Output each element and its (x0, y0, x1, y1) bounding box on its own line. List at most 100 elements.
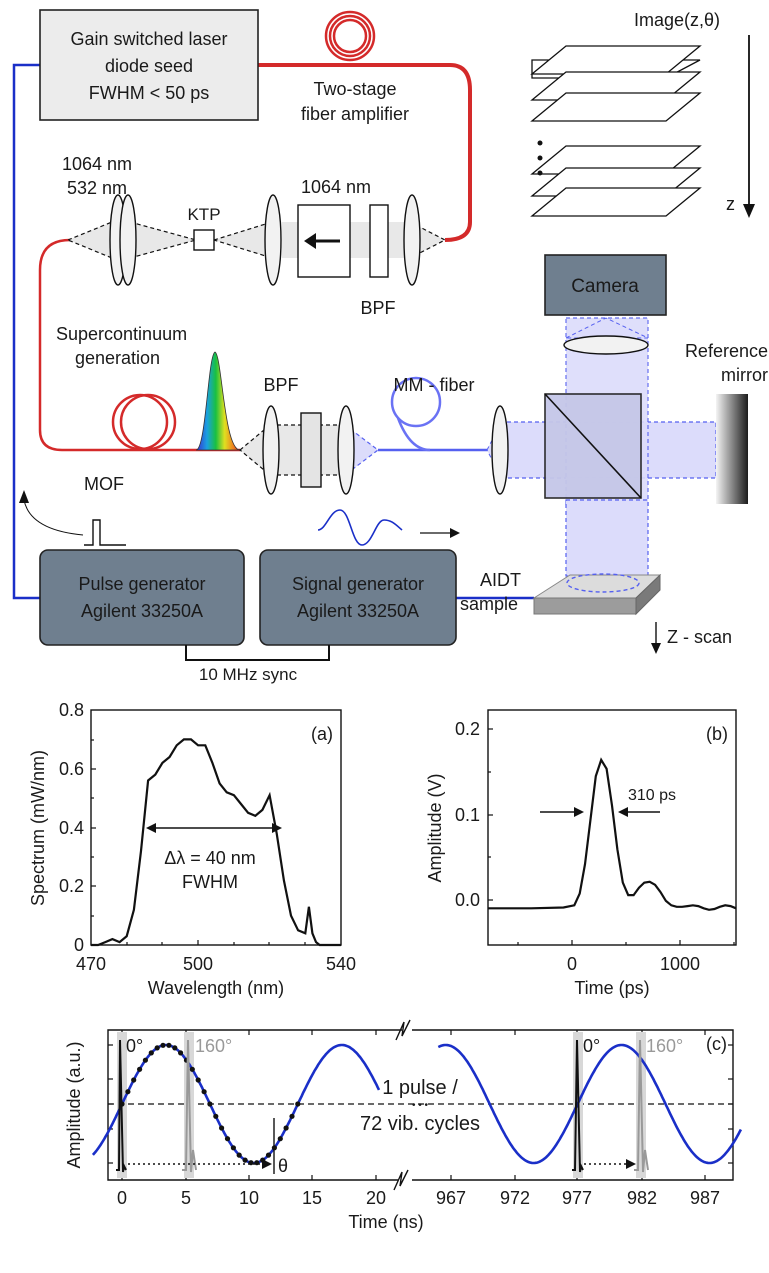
theta-label: θ (278, 1156, 288, 1176)
panel-a-xtick-0: 470 (76, 954, 106, 974)
laser-line-3: FWHM < 50 ps (89, 83, 210, 103)
z-axis-arrowhead (743, 204, 755, 218)
wl-left-2: 532 nm (67, 178, 127, 198)
panel-b-ytick-1: 0.1 (455, 805, 480, 825)
angle-label-0-right: 0° (583, 1036, 600, 1056)
c-xtick-0: 0 (117, 1188, 127, 1208)
amplifier-line-1: Two-stage (313, 79, 396, 99)
bpf-top-filter (369, 204, 389, 278)
seed-trigger-cable (12, 63, 40, 600)
c-xtick-8: 982 (627, 1188, 657, 1208)
sampling-dot (289, 1113, 295, 1119)
sampling-dot (219, 1125, 225, 1131)
isolator-arrowhead (304, 233, 316, 249)
sampling-dot (277, 1136, 283, 1142)
panel-b-ytick-2: 0.2 (455, 719, 480, 739)
amplifier-coil (324, 10, 376, 62)
panel-b-frame (487, 709, 737, 946)
reference-line-1: Reference (685, 341, 768, 361)
bpf-mid-lenses (262, 405, 355, 495)
axis-break-bottom (393, 1169, 409, 1191)
camera-label: Camera (571, 276, 639, 297)
sampling-dot (236, 1152, 242, 1158)
width-label: 310 ps (628, 787, 676, 804)
reference-mirror (716, 394, 748, 504)
c-xtick-6: 972 (500, 1188, 530, 1208)
fwhm-value: Δλ = 40 nm (164, 848, 256, 868)
panel-b-ytick-0: 0.0 (455, 890, 480, 910)
sampling-dot (189, 1066, 195, 1072)
ktp-label: KTP (187, 205, 220, 224)
pulse-trace-0-right (572, 1039, 584, 1173)
sampling-dot (195, 1077, 201, 1083)
c-xtick-5: 967 (436, 1188, 466, 1208)
sampling-dot (207, 1101, 213, 1107)
sine-wave-left (91, 1043, 381, 1165)
bpf-mid-label: BPF (263, 375, 298, 395)
shg-lenses (109, 194, 421, 286)
sampling-dot (265, 1152, 272, 1158)
trigger-arrow (23, 499, 84, 536)
sampling-dot (295, 1101, 301, 1107)
reference-line-2: mirror (721, 365, 768, 385)
sampling-dot (137, 1066, 143, 1072)
pulse-symbol (84, 519, 126, 546)
pulse-trace-160 (182, 1039, 197, 1173)
panel-a-tag: (a) (311, 724, 333, 744)
sampling-dot (160, 1042, 166, 1048)
supercontinuum-line-2: generation (75, 348, 160, 368)
setup-diagram: Gain switched laser diode seed FWHM < 50… (12, 9, 768, 684)
mof-label: MOF (84, 474, 124, 494)
panel-c-frame (107, 1029, 734, 1181)
sampling-dot (224, 1136, 231, 1142)
panel-a-xtick-1: 500 (183, 954, 213, 974)
signal-generator-box (259, 549, 457, 646)
panel-a-ytick-2: 0.4 (59, 818, 84, 838)
width-arrowhead-left (574, 807, 584, 817)
c-xtick-3: 15 (302, 1188, 322, 1208)
c-xtick-7: 977 (562, 1188, 592, 1208)
panel-a-xtick-2: 540 (326, 954, 356, 974)
pulse-curve (488, 757, 737, 911)
right-arrowhead (626, 1159, 636, 1169)
angle-label-160: 160° (195, 1036, 232, 1056)
aidt-line-2: sample (460, 594, 518, 614)
panel-c-xlabel: Time (ns) (348, 1212, 423, 1232)
sampling-dot (242, 1157, 248, 1163)
ktp-crystal (193, 229, 215, 251)
trigger-arrowhead (19, 490, 29, 503)
pulse-gen-line-1: Pulse generator (78, 574, 205, 594)
panel-a-ytick-1: 0.2 (59, 876, 84, 896)
cycles-line-1: 1 pulse / (382, 1077, 458, 1099)
supercontinuum-line-1: Supercontinuum (56, 324, 187, 344)
angle-label-160-right: 160° (646, 1036, 683, 1056)
mm-fiber-label: MM - fiber (394, 375, 475, 395)
aidt-sample (532, 573, 662, 616)
z-axis-label: z (726, 194, 735, 214)
laser-line-1: Gain switched laser (70, 29, 227, 49)
image-stack (530, 45, 702, 217)
cycles-ellipsis: • • • (412, 1100, 429, 1111)
zscan-label: Z - scan (667, 627, 732, 647)
mm-fiber-loop (390, 376, 442, 428)
signal-gen-line-2: Agilent 33250A (297, 601, 419, 621)
axis-break-top (395, 1019, 411, 1041)
sampling-dot (230, 1145, 236, 1151)
panel-b: (b) 0.0 0.1 0.2 0 1000 Time (ps) Amplitu… (425, 709, 737, 998)
width-arrowhead-right (618, 807, 628, 817)
pulse-generator-box (39, 549, 245, 646)
mof-coil (111, 393, 177, 451)
sampling-dot (154, 1045, 160, 1051)
theta-arrowhead (262, 1159, 272, 1169)
spectrum-curve (91, 738, 341, 947)
sampling-dot (131, 1077, 137, 1083)
fwhm-arrowhead-right (272, 823, 282, 833)
bpf-mid-filter (300, 412, 322, 488)
panel-a-ytick-0: 0 (74, 935, 84, 955)
laser-seed-box (39, 9, 259, 121)
camera-cone (565, 317, 649, 339)
image-label: Image(z,θ) (634, 10, 720, 30)
amplifier-line-2: fiber amplifier (301, 104, 409, 124)
panel-b-ylabel: Amplitude (V) (425, 773, 445, 882)
